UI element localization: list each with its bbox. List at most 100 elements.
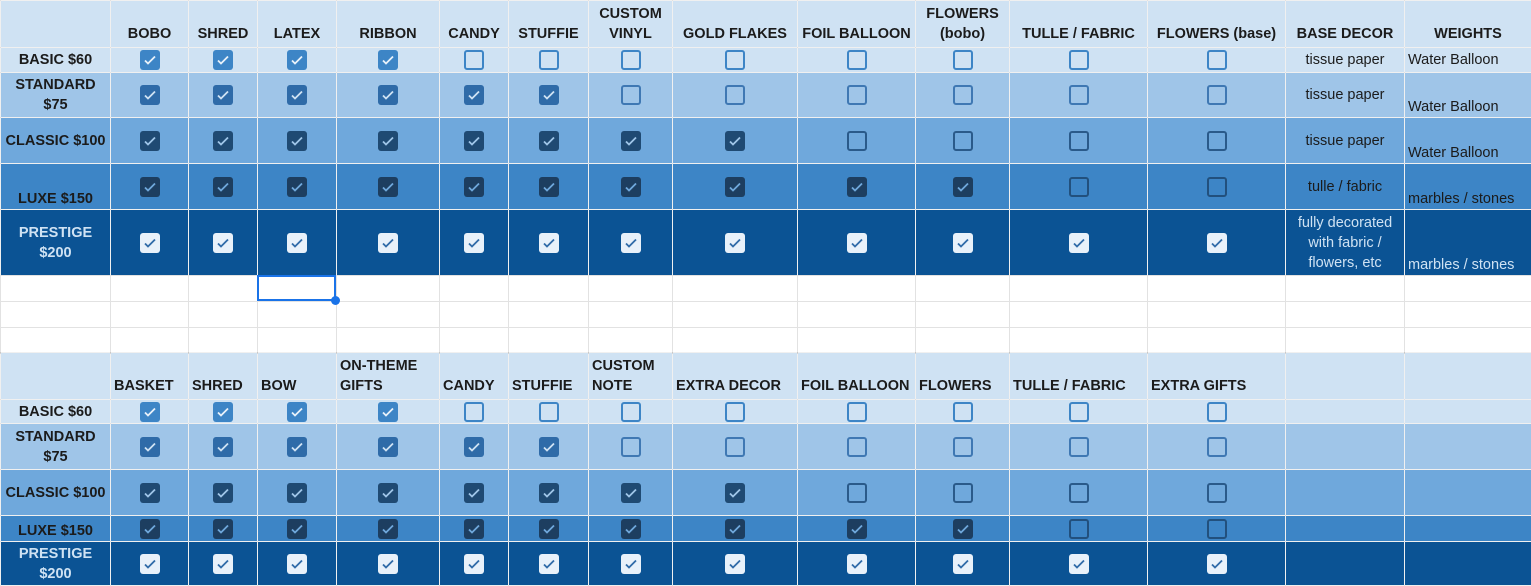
- empty-cell[interactable]: [258, 328, 337, 354]
- checkbox-checked[interactable]: [464, 233, 484, 253]
- checkbox-checked[interactable]: [213, 402, 233, 422]
- empty-cell[interactable]: [1148, 328, 1286, 354]
- checkbox-unchecked[interactable]: [725, 50, 745, 70]
- empty-cell[interactable]: [589, 302, 673, 328]
- empty-cell[interactable]: [916, 302, 1010, 328]
- empty-cell[interactable]: [673, 328, 798, 354]
- empty-cell[interactable]: [189, 328, 258, 354]
- empty-cell[interactable]: [1148, 276, 1286, 302]
- checkbox-checked[interactable]: [378, 85, 398, 105]
- empty-cell[interactable]: [1405, 328, 1531, 354]
- checkbox-checked[interactable]: [140, 402, 160, 422]
- empty-cell[interactable]: [337, 328, 440, 354]
- checkbox-unchecked[interactable]: [1207, 437, 1227, 457]
- empty-cell[interactable]: [798, 328, 916, 354]
- checkbox-unchecked[interactable]: [1207, 483, 1227, 503]
- checkbox-checked[interactable]: [953, 554, 973, 574]
- checkbox-checked[interactable]: [140, 177, 160, 197]
- checkbox-checked[interactable]: [725, 483, 745, 503]
- empty-cell[interactable]: [1, 302, 111, 328]
- checkbox-unchecked[interactable]: [1069, 519, 1089, 539]
- checkbox-checked[interactable]: [953, 233, 973, 253]
- checkbox-unchecked[interactable]: [1069, 402, 1089, 422]
- checkbox-checked[interactable]: [464, 131, 484, 151]
- checkbox-checked[interactable]: [847, 519, 867, 539]
- checkbox-unchecked[interactable]: [1207, 177, 1227, 197]
- checkbox-checked[interactable]: [725, 519, 745, 539]
- checkbox-unchecked[interactable]: [725, 85, 745, 105]
- checkbox-unchecked[interactable]: [725, 402, 745, 422]
- checkbox-unchecked[interactable]: [1207, 50, 1227, 70]
- empty-cell[interactable]: [1286, 302, 1405, 328]
- checkbox-checked[interactable]: [378, 402, 398, 422]
- checkbox-unchecked[interactable]: [847, 437, 867, 457]
- checkbox-unchecked[interactable]: [621, 402, 641, 422]
- checkbox-checked[interactable]: [621, 483, 641, 503]
- checkbox-checked[interactable]: [213, 483, 233, 503]
- checkbox-unchecked[interactable]: [464, 50, 484, 70]
- checkbox-checked[interactable]: [621, 554, 641, 574]
- checkbox-checked[interactable]: [140, 554, 160, 574]
- checkbox-unchecked[interactable]: [539, 402, 559, 422]
- fill-handle[interactable]: [331, 296, 340, 305]
- checkbox-checked[interactable]: [1069, 554, 1089, 574]
- empty-cell[interactable]: [1286, 328, 1405, 354]
- checkbox-checked[interactable]: [539, 85, 559, 105]
- checkbox-checked[interactable]: [621, 177, 641, 197]
- checkbox-unchecked[interactable]: [847, 85, 867, 105]
- checkbox-unchecked[interactable]: [1207, 85, 1227, 105]
- checkbox-checked[interactable]: [213, 177, 233, 197]
- checkbox-unchecked[interactable]: [953, 402, 973, 422]
- checkbox-checked[interactable]: [621, 233, 641, 253]
- checkbox-checked[interactable]: [378, 483, 398, 503]
- checkbox-checked[interactable]: [213, 131, 233, 151]
- empty-cell[interactable]: [509, 302, 589, 328]
- checkbox-unchecked[interactable]: [847, 483, 867, 503]
- empty-cell[interactable]: [189, 302, 258, 328]
- checkbox-unchecked[interactable]: [847, 50, 867, 70]
- checkbox-checked[interactable]: [287, 437, 307, 457]
- empty-cell[interactable]: [509, 328, 589, 354]
- checkbox-unchecked[interactable]: [953, 50, 973, 70]
- empty-cell[interactable]: [189, 276, 258, 302]
- checkbox-checked[interactable]: [725, 131, 745, 151]
- empty-cell[interactable]: [916, 276, 1010, 302]
- checkbox-checked[interactable]: [1069, 233, 1089, 253]
- checkbox-checked[interactable]: [1207, 233, 1227, 253]
- checkbox-unchecked[interactable]: [847, 131, 867, 151]
- empty-cell[interactable]: [1010, 328, 1148, 354]
- checkbox-checked[interactable]: [213, 437, 233, 457]
- checkbox-checked[interactable]: [539, 554, 559, 574]
- checkbox-checked[interactable]: [287, 554, 307, 574]
- checkbox-checked[interactable]: [213, 50, 233, 70]
- empty-cell[interactable]: [1, 276, 111, 302]
- checkbox-checked[interactable]: [287, 483, 307, 503]
- checkbox-checked[interactable]: [539, 177, 559, 197]
- checkbox-checked[interactable]: [847, 177, 867, 197]
- checkbox-unchecked[interactable]: [621, 85, 641, 105]
- checkbox-checked[interactable]: [539, 437, 559, 457]
- empty-cell[interactable]: [916, 328, 1010, 354]
- checkbox-checked[interactable]: [378, 233, 398, 253]
- checkbox-checked[interactable]: [213, 519, 233, 539]
- checkbox-unchecked[interactable]: [953, 85, 973, 105]
- checkbox-checked[interactable]: [213, 554, 233, 574]
- checkbox-checked[interactable]: [140, 131, 160, 151]
- checkbox-checked[interactable]: [539, 483, 559, 503]
- checkbox-checked[interactable]: [287, 131, 307, 151]
- empty-cell[interactable]: [1405, 302, 1531, 328]
- checkbox-unchecked[interactable]: [953, 483, 973, 503]
- empty-cell[interactable]: [1148, 302, 1286, 328]
- checkbox-checked[interactable]: [621, 519, 641, 539]
- empty-cell[interactable]: [673, 276, 798, 302]
- checkbox-checked[interactable]: [378, 50, 398, 70]
- empty-cell[interactable]: [440, 276, 509, 302]
- empty-cell[interactable]: [1010, 302, 1148, 328]
- checkbox-unchecked[interactable]: [1069, 483, 1089, 503]
- empty-cell[interactable]: [798, 276, 916, 302]
- checkbox-unchecked[interactable]: [953, 437, 973, 457]
- checkbox-unchecked[interactable]: [621, 437, 641, 457]
- empty-cell[interactable]: [1286, 276, 1405, 302]
- checkbox-checked[interactable]: [464, 437, 484, 457]
- checkbox-unchecked[interactable]: [1207, 402, 1227, 422]
